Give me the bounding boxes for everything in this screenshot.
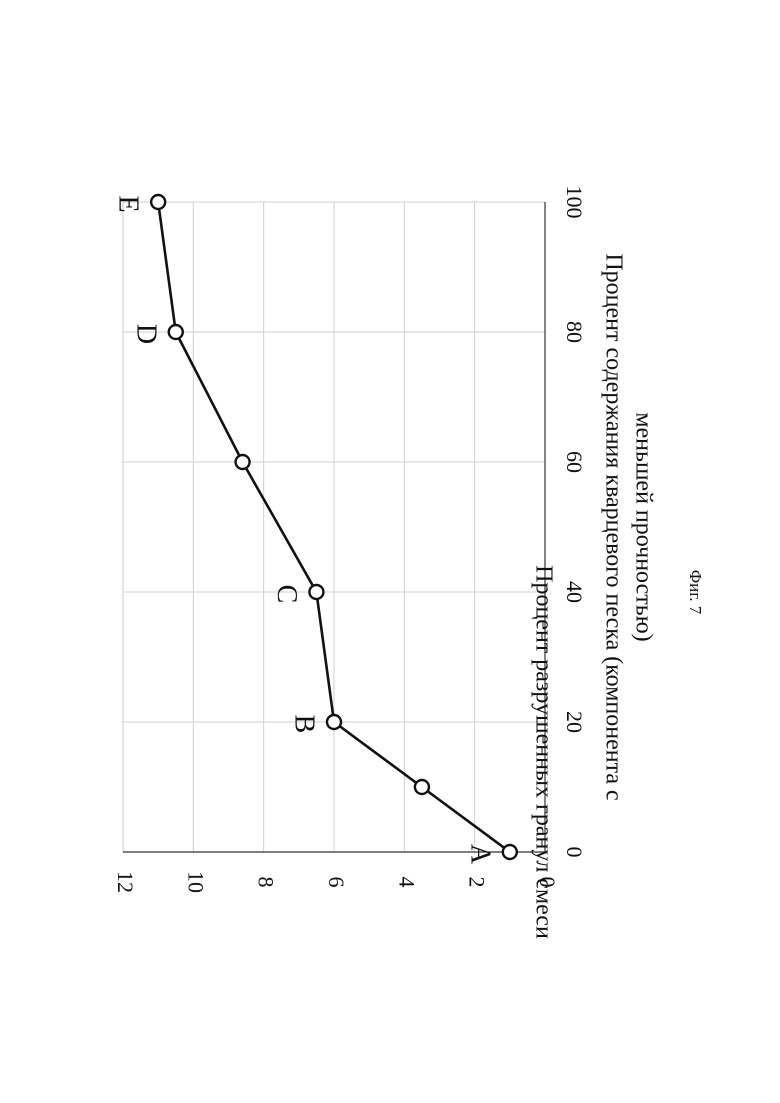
data-point: [415, 780, 429, 794]
grid: [123, 202, 545, 852]
point-label-c: C: [271, 585, 302, 604]
tick-labels: 020406080100024681012: [113, 186, 587, 894]
data-point: [327, 715, 341, 729]
x-tick-label: 40: [562, 581, 587, 603]
x-axis-title-line1: Процент содержания кварцевого песка (ком…: [600, 253, 626, 800]
y-tick-label: 6: [324, 877, 349, 888]
data-point: [169, 325, 183, 339]
data-point: [309, 585, 323, 599]
figure-caption: Фиг. 7: [686, 570, 705, 615]
y-tick-label: 8: [254, 877, 279, 888]
point-label-b: B: [289, 715, 320, 734]
y-tick-label: 4: [394, 877, 419, 888]
data-point: [236, 455, 250, 469]
point-label-a: A: [464, 844, 495, 865]
x-axis-title-line2: меньшей прочностью): [630, 412, 656, 641]
point-label-d: D: [130, 324, 161, 344]
y-tick-label: 12: [113, 871, 138, 893]
x-tick-label: 60: [562, 451, 587, 473]
data-point: [151, 195, 165, 209]
y-tick-label: 2: [465, 877, 490, 888]
y-axis-title: Процент разрушенных гранул смеси: [530, 565, 556, 939]
x-tick-label: 20: [562, 711, 587, 733]
data-point: [503, 845, 517, 859]
x-tick-label: 80: [562, 321, 587, 343]
x-tick-label: 100: [562, 186, 587, 219]
point-label-e: E: [113, 195, 144, 212]
y-tick-label: 10: [183, 871, 208, 893]
chart: 020406080100024681012 ABCDE Процент соде…: [0, 0, 780, 1103]
x-tick-label: 0: [562, 847, 587, 858]
